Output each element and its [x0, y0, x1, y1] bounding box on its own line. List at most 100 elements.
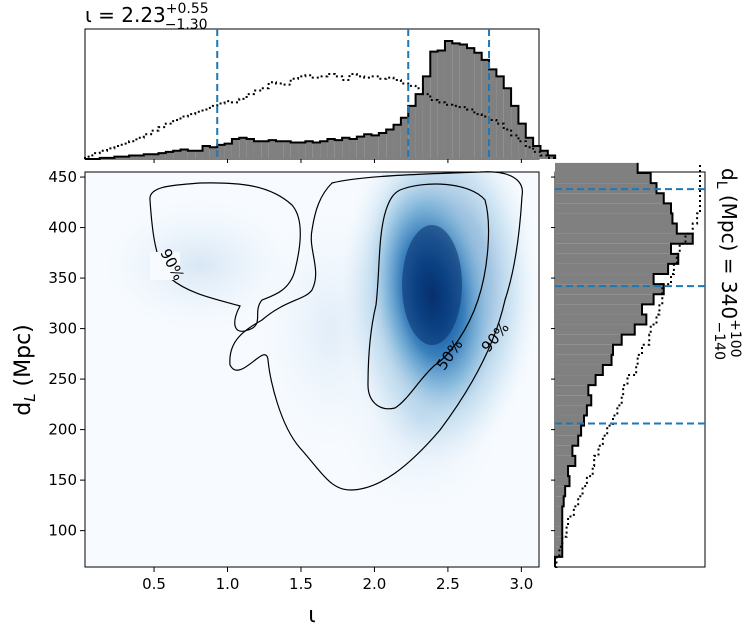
right-posterior-bar	[555, 334, 622, 345]
right-marginal-histogram	[551, 162, 705, 568]
right-posterior-bar	[555, 173, 651, 184]
top-posterior-bar	[121, 156, 130, 159]
top-posterior-bar	[474, 52, 482, 159]
top-posterior-bar	[224, 143, 232, 159]
top-posterior-bar	[136, 155, 144, 159]
y-tick-label: 450	[48, 168, 77, 186]
top-posterior-bar	[547, 155, 556, 159]
y-tick-label: 100	[48, 522, 77, 540]
top-posterior-bar	[489, 69, 497, 159]
top-posterior-bar	[283, 141, 291, 159]
top-marginal-panel: ι = 2.23+0.55 −1.30	[84, 1, 557, 163]
right-posterior-bar	[555, 445, 573, 456]
top-posterior-bar	[180, 149, 188, 159]
x-axis-label: ι	[308, 603, 315, 628]
y-tick-label: 200	[48, 421, 77, 439]
x-tick-label: 2.0	[363, 575, 387, 593]
right-posterior-bar	[555, 455, 576, 466]
right-posterior-bar	[555, 354, 612, 365]
top-posterior-bar	[496, 76, 504, 159]
right-posterior-bar	[555, 395, 592, 406]
right-posterior-bar	[555, 425, 582, 436]
top-posterior-bar	[276, 141, 284, 159]
right-posterior-bar	[555, 435, 579, 446]
right-posterior-bar	[555, 516, 563, 527]
top-posterior-bar	[415, 94, 423, 159]
right-posterior-bar	[555, 526, 563, 537]
right-posterior-bar	[555, 536, 563, 547]
top-posterior-outline	[85, 40, 557, 160]
top-posterior-bar	[408, 105, 416, 159]
right-posterior-bar	[555, 294, 654, 305]
y-axis-ticks: 100 150 200 250 300 350 400 450	[48, 168, 85, 540]
right-posterior-bar	[555, 344, 613, 355]
top-posterior-bar	[525, 137, 534, 159]
right-posterior-bar	[555, 546, 563, 557]
right-marginal-title: dL (Mpc) = 340+100−140	[711, 168, 743, 360]
joint-density	[85, 172, 539, 567]
y-tick-label: 350	[48, 269, 77, 287]
top-posterior-bar	[386, 129, 394, 159]
top-posterior-bar	[327, 138, 335, 159]
right-prior-outline	[555, 162, 701, 568]
top-posterior-bar	[312, 142, 321, 159]
top-posterior-bar	[261, 141, 269, 159]
top-posterior-bar	[444, 41, 453, 159]
top-posterior-bar	[503, 88, 512, 159]
top-posterior-bar	[430, 51, 438, 160]
top-posterior-bar	[290, 142, 299, 159]
y-tick-label: 400	[48, 219, 77, 237]
y-tick-label: 300	[48, 320, 77, 338]
right-posterior-bar	[555, 274, 654, 285]
top-posterior-bar	[114, 156, 122, 159]
right-posterior-bar	[555, 183, 657, 194]
right-posterior-bar	[555, 364, 603, 376]
label-bg-90-left	[150, 252, 180, 280]
top-posterior-bar	[422, 76, 431, 159]
top-posterior-bar	[202, 146, 210, 159]
top-posterior-bar	[187, 150, 196, 159]
top-posterior-bar	[393, 124, 401, 159]
top-prior-outline	[84, 73, 557, 159]
y-axis-label: dL (Mpc)	[11, 324, 39, 416]
right-posterior-bar	[555, 375, 596, 386]
right-posterior-bar	[555, 314, 647, 325]
top-posterior-bar	[467, 48, 475, 159]
contour-50	[367, 183, 490, 410]
top-posterior-bar	[143, 154, 152, 159]
top-posterior-bar	[253, 141, 262, 159]
right-posterior-bar	[555, 415, 584, 426]
top-posterior-bar	[378, 133, 387, 159]
x-tick-label: 3.0	[509, 575, 533, 593]
top-posterior-bar	[371, 135, 379, 159]
right-posterior-bar	[555, 233, 693, 244]
right-marginal-panel: dL (Mpc) = 340+100−140	[551, 162, 743, 568]
right-posterior-bar	[555, 506, 563, 517]
right-posterior-outline	[554, 162, 694, 567]
top-posterior-bar	[151, 154, 159, 159]
contour-90-left	[149, 182, 301, 332]
right-posterior-bar	[555, 284, 664, 295]
right-posterior-bar	[555, 162, 638, 174]
right-posterior-bar	[555, 304, 642, 315]
x-tick-label: 1.0	[216, 575, 240, 593]
top-posterior-bar	[305, 141, 313, 159]
top-posterior-bar	[533, 146, 541, 159]
right-posterior-bar	[555, 465, 569, 477]
top-posterior-bar	[246, 138, 254, 159]
top-posterior-bar	[511, 105, 519, 159]
top-posterior-bar	[400, 117, 409, 159]
right-posterior-bar	[555, 486, 566, 497]
top-posterior-bar	[540, 150, 548, 159]
right-posterior-bar	[555, 324, 635, 335]
top-posterior-bar	[173, 150, 181, 159]
right-posterior-bar	[555, 263, 669, 275]
joint-frame	[84, 171, 540, 568]
right-posterior-bar	[555, 193, 664, 204]
top-posterior-bar	[298, 142, 306, 159]
x-axis-ticks: 0.5 1.0 1.5 2.0 2.5 3.0	[142, 567, 533, 593]
top-posterior-bar	[195, 150, 203, 159]
top-posterior-bar	[129, 155, 137, 159]
top-posterior-bar	[481, 59, 490, 159]
